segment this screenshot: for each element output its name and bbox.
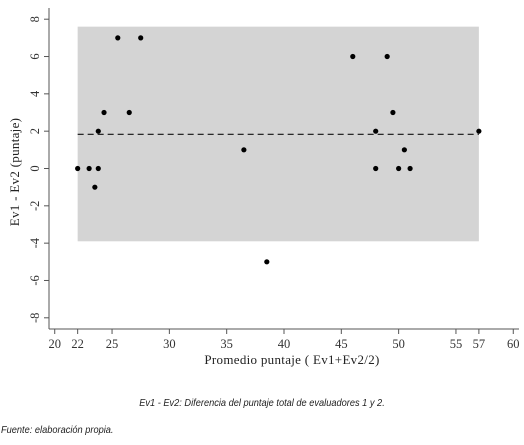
data-point-2 <box>86 165 92 172</box>
x-tick-label-50: 50 <box>392 337 405 351</box>
figure-caption: Ev1 - Ev2: Diferencia del puntaje total … <box>139 397 385 409</box>
data-point-14 <box>373 165 379 172</box>
data-point-8 <box>126 109 132 116</box>
x-tick-label-30: 30 <box>163 337 176 351</box>
data-point-10 <box>241 147 247 153</box>
source-note: Fuente: elaboración propia. <box>1 424 114 436</box>
y-tick-label--6: -6 <box>28 275 42 285</box>
data-point-4 <box>95 165 101 172</box>
data-point-12 <box>350 53 356 60</box>
x-tick-label-55: 55 <box>450 337 463 351</box>
y-tick-label-6: 6 <box>28 53 42 59</box>
scatter-chart: -8 -6 -4 -2 0 2 4 6 8 20 22 25 30 35 40 45 50 55 57 60 Ev1 … <box>7 8 520 367</box>
y-tick-label-2: 2 <box>28 128 42 134</box>
x-tick-label-45: 45 <box>335 337 348 351</box>
data-point-20 <box>476 128 482 134</box>
x-tick-label-60: 60 <box>507 337 520 351</box>
data-point-15 <box>384 53 390 60</box>
data-point-11 <box>264 259 270 265</box>
data-point-3 <box>92 184 98 190</box>
x-tick-label-20: 20 <box>48 337 61 351</box>
y-tick-label--8: -8 <box>28 313 42 323</box>
axes: -8 -6 -4 -2 0 2 4 6 8 20 22 25 30 35 40 45 50 55 57 60 <box>28 8 520 351</box>
data-point-9 <box>138 35 144 41</box>
data-point-1 <box>75 165 81 172</box>
data-point-13 <box>373 128 379 134</box>
y-axis-title: Ev1 - Ev2 (puntaje) <box>7 118 22 227</box>
x-tick-label-25: 25 <box>106 337 119 351</box>
y-tick-label-8: 8 <box>28 16 42 22</box>
y-tick-label--4: -4 <box>28 237 42 248</box>
y-tick-label--2: -2 <box>28 201 42 211</box>
data-point-18 <box>401 147 407 153</box>
data-point-19 <box>407 165 413 172</box>
data-point-5 <box>95 128 101 134</box>
x-tick-label-35: 35 <box>220 337 233 351</box>
x-tick-label-40: 40 <box>278 337 291 351</box>
data-point-6 <box>101 109 107 116</box>
plot-area <box>75 26 482 265</box>
x-axis-title: Promedio puntaje ( Ev1+Ev2/2) <box>204 352 379 367</box>
y-tick-label-4: 4 <box>28 90 42 97</box>
x-tick-label-22: 22 <box>71 337 84 351</box>
data-point-16 <box>390 109 396 116</box>
data-point-17 <box>396 165 402 172</box>
data-point-7 <box>115 35 121 41</box>
y-tick-label-0: 0 <box>28 165 42 171</box>
x-tick-label-57: 57 <box>473 337 486 351</box>
